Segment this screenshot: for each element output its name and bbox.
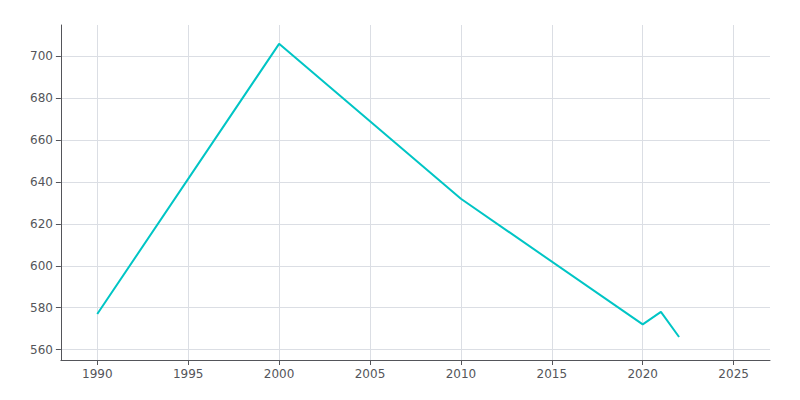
svg-text:1995: 1995 xyxy=(173,367,204,381)
svg-text:680: 680 xyxy=(30,91,53,105)
svg-text:2025: 2025 xyxy=(718,367,749,381)
svg-text:560: 560 xyxy=(30,343,53,357)
svg-text:660: 660 xyxy=(30,133,53,147)
svg-text:600: 600 xyxy=(30,259,53,273)
svg-text:620: 620 xyxy=(30,217,53,231)
svg-text:580: 580 xyxy=(30,301,53,315)
svg-text:700: 700 xyxy=(30,49,53,63)
svg-text:1990: 1990 xyxy=(82,367,113,381)
svg-text:2005: 2005 xyxy=(355,367,386,381)
svg-text:2020: 2020 xyxy=(627,367,658,381)
svg-text:640: 640 xyxy=(30,175,53,189)
svg-text:2010: 2010 xyxy=(446,367,477,381)
svg-text:2015: 2015 xyxy=(537,367,568,381)
svg-text:2000: 2000 xyxy=(264,367,295,381)
